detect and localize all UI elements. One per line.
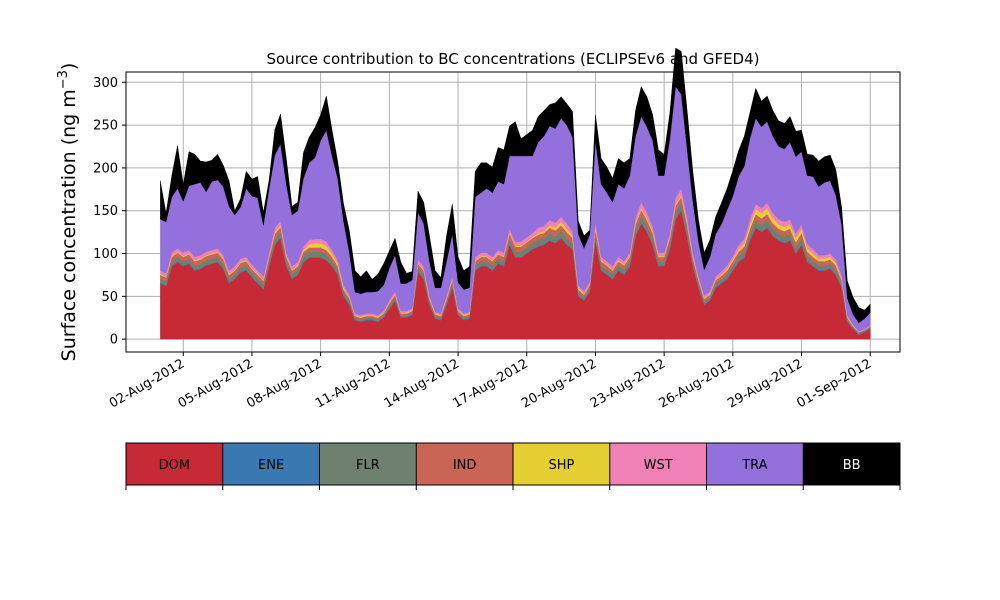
area-layer [160, 47, 871, 340]
legend-label-shp: SHP [548, 458, 574, 473]
y-tick-label: 50 [101, 290, 118, 305]
legend: DOM ENE FLR IND SHP WST TRA BB [125, 442, 901, 490]
legend-label-tra: TRA [741, 458, 767, 473]
legend-swatch-flr [319, 443, 417, 485]
x-tick-label: 26-Aug-2012 [656, 356, 736, 411]
y-tick-label: 200 [93, 161, 118, 176]
y-tick-label: 0 [110, 333, 118, 348]
x-tick-label: 02-Aug-2012 [107, 356, 187, 411]
series-area-bb [160, 47, 871, 324]
y-tick-label: 100 [93, 247, 118, 262]
x-tick-label: 01-Sep-2012 [794, 356, 874, 411]
legend-swatch-wst [609, 443, 707, 485]
legend-frame [125, 442, 901, 486]
legend-label-ene: ENE [258, 458, 284, 473]
legend-label-dom: DOM [159, 458, 190, 473]
x-tick-label: 08-Aug-2012 [244, 356, 324, 411]
legend-swatch-bb [803, 443, 900, 485]
x-tick-label: 05-Aug-2012 [176, 356, 256, 411]
y-axis: 0 50 100 150 200 250 300 [93, 76, 126, 348]
legend-label-bb: BB [843, 458, 861, 473]
y-axis-label: Surface concentration (ng m−3) [56, 63, 80, 362]
x-axis: 02-Aug-201205-Aug-201208-Aug-201211-Aug-… [107, 352, 874, 412]
legend-swatch-shp [513, 443, 610, 485]
legend-swatch-tra [706, 443, 804, 485]
legend-label-flr: FLR [356, 458, 380, 473]
x-tick-label: 17-Aug-2012 [450, 356, 530, 411]
legend-label-ind: IND [453, 458, 477, 473]
chart-title: Source contribution to BC concentrations… [266, 50, 759, 68]
legend-swatch-ind [416, 443, 513, 485]
y-tick-label: 300 [93, 76, 118, 91]
y-axis-label-close: ) [58, 63, 80, 70]
plot-frame [125, 71, 901, 353]
legend-swatch-dom [126, 443, 223, 485]
x-tick-label: 23-Aug-2012 [588, 356, 668, 411]
x-tick-label: 29-Aug-2012 [725, 356, 805, 411]
legend-label-wst: WST [644, 458, 673, 473]
y-tick-label: 150 [93, 204, 118, 219]
y-axis-label-main: Surface concentration (ng m [58, 89, 80, 361]
y-axis-label-sup: −3 [56, 70, 71, 89]
x-tick-label: 11-Aug-2012 [313, 356, 393, 411]
x-tick-label: 14-Aug-2012 [382, 356, 462, 411]
x-tick-label: 20-Aug-2012 [519, 356, 599, 411]
y-tick-label: 250 [93, 119, 118, 134]
legend-swatch-ene [222, 443, 320, 485]
